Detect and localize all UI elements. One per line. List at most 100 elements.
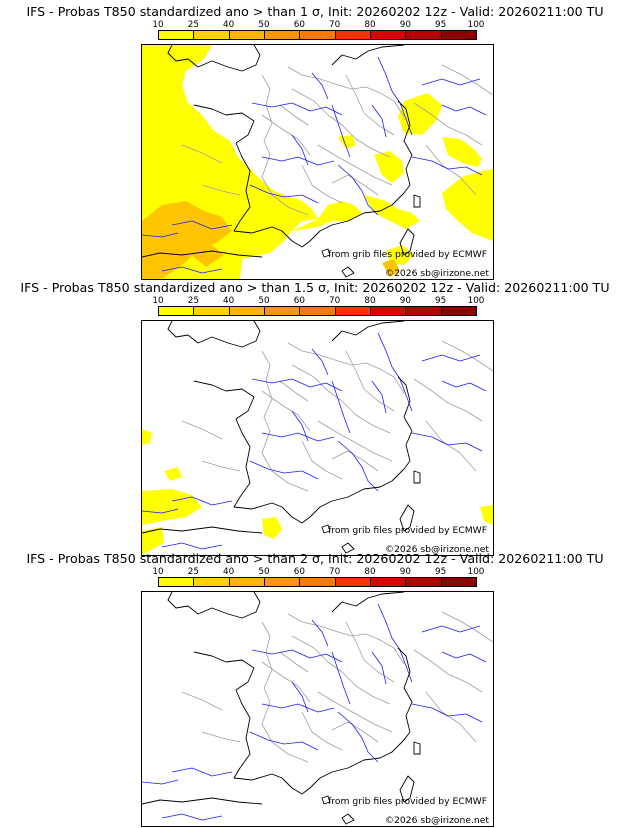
colorbar-swatch	[441, 31, 476, 39]
admin-border-line	[181, 691, 223, 711]
colorbar	[158, 577, 477, 587]
colorbar-tick-label: 80	[364, 20, 376, 30]
admin-border-line	[279, 651, 309, 673]
colorbar-swatch	[194, 31, 230, 39]
colorbar-swatch	[370, 31, 407, 39]
coastline	[413, 741, 421, 755]
colorbar-swatch	[441, 307, 476, 315]
colorbar-swatch	[406, 307, 442, 315]
probability-area-10-25	[374, 151, 404, 183]
river-line	[311, 619, 329, 647]
coastline	[301, 460, 411, 524]
coastline	[301, 184, 411, 248]
colorbar-ticks: 10 25 40 50 60 70 80 90 95 100	[152, 20, 484, 30]
river-line	[161, 266, 223, 274]
colorbar-swatch	[370, 307, 407, 315]
coastline	[399, 504, 415, 532]
colorbar-tick-label: 95	[435, 20, 447, 30]
credit-copyright: ©2026 sb@irizone.net	[384, 544, 489, 555]
river-line	[251, 649, 343, 663]
probability-map: from grib files provided by ECMWF ©2026 …	[141, 591, 494, 827]
river-line	[249, 731, 319, 751]
admin-border-line	[345, 74, 395, 136]
river-line	[261, 156, 335, 166]
colorbar-swatch	[335, 31, 371, 39]
admin-border-line	[287, 342, 405, 394]
probability-area-10-25	[292, 201, 362, 231]
river-line	[171, 220, 233, 230]
river-line	[251, 378, 343, 392]
river-line	[249, 184, 319, 204]
coastline	[341, 266, 355, 278]
admin-border-line	[279, 380, 309, 402]
probability-area-10-25	[164, 467, 182, 481]
coastline	[321, 248, 331, 258]
admin-border-line	[261, 74, 309, 216]
admin-border-line	[413, 102, 483, 146]
river-line	[142, 779, 179, 785]
river-line	[261, 432, 335, 442]
colorbar-swatch	[335, 307, 371, 315]
admin-border-line	[441, 611, 493, 643]
colorbar-tick-label: 60	[293, 296, 305, 306]
colorbar-tick-label: 80	[364, 296, 376, 306]
colorbar-swatch	[300, 307, 336, 315]
map-svg	[142, 592, 493, 825]
probability-area-25-40	[382, 259, 400, 277]
colorbar-tick-label: 40	[223, 567, 235, 577]
admin-border-line	[291, 364, 391, 434]
colorbar-swatch	[406, 578, 442, 586]
river-line	[142, 232, 179, 238]
admin-border-line	[287, 66, 405, 118]
panel-1-sigma: IFS - Probas T850 standardized ano > tha…	[0, 4, 630, 280]
colorbar-tick-label: 90	[399, 20, 411, 30]
admin-border-line	[331, 174, 379, 196]
credit-copyright: ©2026 sb@irizone.net	[384, 815, 489, 826]
river-line	[411, 432, 483, 452]
credit-copyright: ©2026 sb@irizone.net	[384, 268, 489, 279]
admin-border-line	[317, 691, 393, 733]
river-line	[377, 332, 413, 412]
admin-border-line	[345, 350, 395, 412]
coastline	[331, 592, 405, 613]
river-line	[441, 380, 487, 392]
admin-border-line	[345, 621, 395, 683]
probability-area-10-25	[398, 93, 442, 135]
probability-shading	[142, 429, 493, 555]
coastline	[301, 731, 411, 795]
river-line	[251, 102, 343, 116]
coastline	[341, 813, 355, 825]
colorbar-swatch	[159, 578, 195, 586]
map-svg	[142, 45, 493, 279]
colorbar-tick-label: 100	[467, 296, 485, 306]
river-line	[421, 78, 481, 86]
colorbar-swatch	[229, 307, 265, 315]
river-line	[371, 104, 387, 138]
admin-border-line	[261, 621, 309, 763]
coastline	[193, 380, 303, 524]
admin-border-line	[279, 104, 309, 126]
colorbar-tick-label: 100	[467, 567, 485, 577]
admin-border-line	[201, 731, 241, 743]
river-line	[441, 651, 487, 663]
probability-area-10-25	[338, 135, 356, 149]
colorbar-tick-label: 50	[258, 567, 270, 577]
panel-1-5-sigma: IFS - Probas T850 standardized ano > tha…	[0, 280, 630, 556]
colorbar-ticks: 10 25 40 50 60 70 80 90 95 100	[152, 567, 484, 577]
river-line	[161, 813, 223, 821]
colorbar-tick-label: 60	[293, 20, 305, 30]
probability-area-25-40	[186, 245, 224, 267]
admin-border-line	[181, 420, 223, 440]
coastline	[399, 228, 415, 256]
colorbar-swatch	[159, 31, 195, 39]
coastline	[142, 250, 263, 258]
colorbar-swatch	[229, 578, 265, 586]
coastline	[399, 775, 415, 803]
river-line	[421, 625, 481, 633]
probability-area-10-25	[142, 429, 152, 445]
admin-border-line	[291, 88, 391, 158]
coastline	[321, 795, 331, 805]
probability-area-10-25	[480, 505, 493, 525]
colorbar-tick-label: 70	[329, 20, 341, 30]
probability-area-10-25	[142, 527, 164, 555]
